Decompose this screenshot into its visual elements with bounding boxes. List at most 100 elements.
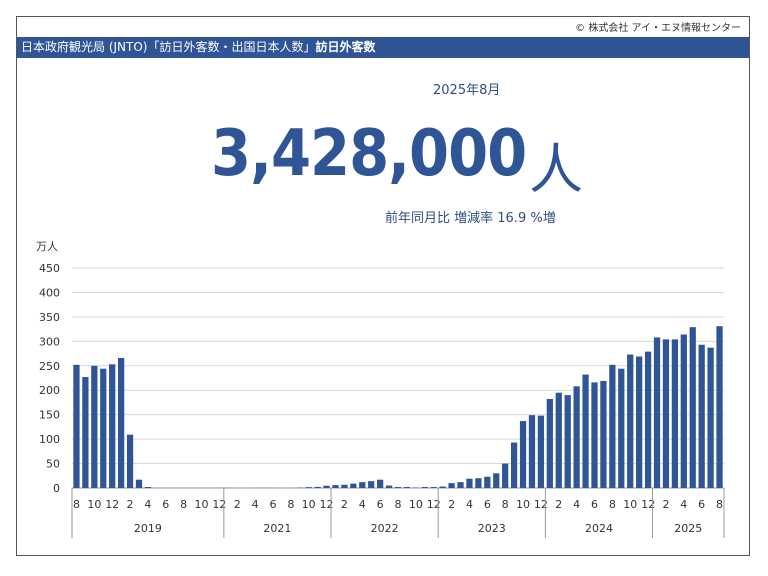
x-tick-label: 10 bbox=[516, 498, 530, 511]
bar bbox=[519, 421, 527, 488]
bar bbox=[618, 368, 625, 488]
x-tick-label: 8 bbox=[502, 498, 509, 511]
x-tick-label: 10 bbox=[409, 498, 423, 511]
x-tick-label: 6 bbox=[698, 498, 705, 511]
bar bbox=[421, 487, 428, 488]
x-tick-label: 6 bbox=[591, 498, 598, 511]
bar bbox=[582, 374, 589, 488]
bar bbox=[609, 364, 616, 488]
bar bbox=[484, 476, 491, 488]
bar bbox=[573, 386, 580, 488]
bar bbox=[600, 380, 607, 488]
x-tick-label: 10 bbox=[87, 498, 101, 511]
bar bbox=[377, 479, 384, 488]
bar bbox=[332, 485, 339, 488]
copyright-text: © 株式会社 アイ・エヌ情報センター bbox=[575, 23, 741, 34]
bar bbox=[385, 485, 393, 488]
x-tick-label: 4 bbox=[252, 498, 259, 511]
y-axis-label: 万人 bbox=[36, 240, 58, 253]
header-title: 日本政府観光局 (JNTO)「訪日外客数・出国日本人数」 bbox=[21, 40, 316, 54]
x-tick-label: 8 bbox=[609, 498, 616, 511]
x-tick-label: 10 bbox=[195, 498, 209, 511]
x-tick-label: 4 bbox=[680, 498, 687, 511]
bar bbox=[109, 364, 116, 488]
headline-unit: 人 bbox=[529, 138, 583, 201]
bar bbox=[448, 483, 455, 488]
y-tick-label: 50 bbox=[46, 458, 60, 471]
bar bbox=[350, 483, 357, 488]
x-tick-label: 8 bbox=[716, 498, 723, 511]
year-label: 2022 bbox=[371, 522, 399, 535]
x-tick-label: 12 bbox=[105, 498, 119, 511]
bar bbox=[91, 365, 98, 488]
bar bbox=[341, 484, 348, 488]
period-label: 2025年8月 bbox=[433, 83, 501, 98]
y-tick-label: 350 bbox=[39, 311, 60, 324]
bar bbox=[644, 351, 652, 488]
bar bbox=[546, 399, 553, 488]
x-tick-label: 12 bbox=[641, 498, 655, 511]
y-tick-label: 100 bbox=[39, 433, 60, 446]
bar bbox=[475, 478, 482, 488]
bar bbox=[591, 382, 598, 488]
bar bbox=[457, 482, 464, 488]
bar bbox=[394, 487, 402, 488]
bar bbox=[82, 377, 89, 488]
x-tick-label: 4 bbox=[359, 498, 366, 511]
x-tick-label: 8 bbox=[395, 498, 402, 511]
bar bbox=[466, 478, 473, 488]
y-tick-label: 400 bbox=[39, 286, 60, 299]
x-tick-label: 10 bbox=[302, 498, 316, 511]
y-tick-label: 250 bbox=[39, 360, 60, 373]
bar bbox=[528, 415, 536, 488]
year-label: 2025 bbox=[674, 522, 702, 535]
yoy-change: 前年同月比 増減率 16.9 %増 bbox=[385, 211, 556, 226]
x-tick-label: 10 bbox=[623, 498, 637, 511]
header-title-bold: 訪日外客数 bbox=[315, 40, 376, 54]
bar bbox=[564, 395, 571, 488]
bar bbox=[430, 487, 437, 488]
y-tick-label: 200 bbox=[39, 384, 60, 397]
year-label: 2019 bbox=[134, 522, 162, 535]
bar bbox=[689, 327, 696, 488]
y-tick-label: 0 bbox=[53, 482, 60, 495]
x-tick-label: 6 bbox=[377, 498, 384, 511]
y-tick-label: 300 bbox=[39, 335, 60, 348]
chart-frame: © 株式会社 アイ・エヌ情報センター 日本政府観光局 (JNTO)「訪日外客数・… bbox=[16, 16, 750, 556]
bar bbox=[117, 357, 125, 488]
x-tick-label: 8 bbox=[73, 498, 80, 511]
x-tick-label: 2 bbox=[662, 498, 669, 511]
bar bbox=[502, 463, 509, 488]
x-tick-label: 2 bbox=[234, 498, 241, 511]
bar bbox=[662, 339, 670, 488]
bar bbox=[368, 481, 375, 488]
bar bbox=[707, 347, 714, 488]
bar bbox=[403, 487, 411, 488]
bar bbox=[698, 344, 705, 488]
x-tick-label: 6 bbox=[269, 498, 276, 511]
x-tick-label: 8 bbox=[287, 498, 294, 511]
bar bbox=[314, 486, 321, 488]
bar bbox=[510, 442, 518, 488]
x-tick-label: 12 bbox=[212, 498, 226, 511]
bar bbox=[537, 415, 545, 488]
year-label: 2024 bbox=[585, 522, 613, 535]
header-bar: 日本政府観光局 (JNTO)「訪日外客数・出国日本人数」訪日外客数 bbox=[17, 37, 749, 58]
bar bbox=[555, 392, 562, 488]
x-tick-label: 8 bbox=[180, 498, 187, 511]
bar bbox=[73, 364, 80, 488]
bar bbox=[636, 356, 643, 488]
bar bbox=[126, 434, 134, 488]
x-tick-label: 12 bbox=[534, 498, 548, 511]
year-label: 2023 bbox=[478, 522, 506, 535]
bar bbox=[135, 479, 143, 488]
bar bbox=[144, 487, 152, 488]
bar bbox=[680, 334, 687, 488]
bar bbox=[671, 339, 679, 488]
y-tick-label: 450 bbox=[39, 262, 60, 275]
x-tick-label: 6 bbox=[484, 498, 491, 511]
bar bbox=[716, 326, 723, 488]
x-tick-label: 4 bbox=[466, 498, 473, 511]
headline-value: 3,428,000 bbox=[211, 117, 527, 191]
